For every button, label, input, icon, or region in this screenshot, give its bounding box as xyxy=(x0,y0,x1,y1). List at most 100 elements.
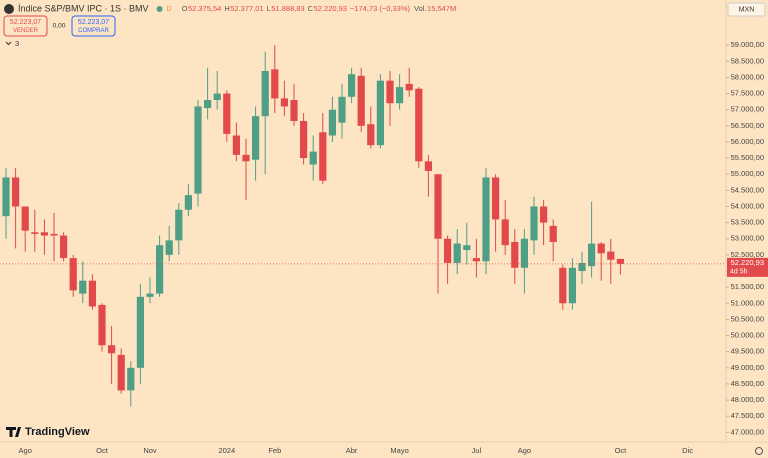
candle-body xyxy=(309,151,317,165)
currency-box[interactable] xyxy=(727,2,766,17)
candle-body xyxy=(472,258,480,262)
x-tick-label: Ago xyxy=(19,446,32,455)
candle-body xyxy=(204,100,212,109)
candle-body xyxy=(424,161,432,171)
symbol-icon xyxy=(4,4,14,14)
candle-body xyxy=(213,93,221,101)
candle-body xyxy=(338,96,346,123)
y-tick-label: 49.500,00 xyxy=(731,347,764,356)
volume-label: Vol. xyxy=(414,4,427,13)
candle-body xyxy=(434,174,442,239)
ohlc-value: 52.377,01 xyxy=(230,4,263,13)
ohlc-label: L xyxy=(267,4,271,13)
candle-body xyxy=(482,177,490,262)
candle-body xyxy=(50,233,58,236)
ohlc-label: O xyxy=(182,4,188,13)
candle-body xyxy=(357,75,365,126)
candle-body xyxy=(175,209,183,241)
last-price-label: 52.220,93 xyxy=(731,258,764,267)
y-tick-label: 52.500,00 xyxy=(731,250,764,259)
countdown: 4d 5h xyxy=(730,269,748,276)
candle-body xyxy=(98,304,106,346)
y-tick-label: 57.000,00 xyxy=(731,105,764,114)
y-tick-label: 57.500,00 xyxy=(731,89,764,98)
x-tick-label: Feb xyxy=(268,446,281,455)
candle-body xyxy=(88,280,96,307)
last-price-box xyxy=(727,257,768,277)
candle-body xyxy=(386,80,394,104)
spread: 0,00 xyxy=(53,23,66,30)
y-tick-label: 51.000,00 xyxy=(731,298,764,307)
y-tick-label: 47.000,00 xyxy=(731,427,764,436)
sell-button[interactable] xyxy=(3,15,48,37)
ohlc-value: 51.888,83 xyxy=(271,4,304,13)
settings-icon[interactable] xyxy=(755,447,763,455)
candle-body xyxy=(127,367,135,391)
candle-body xyxy=(568,267,576,304)
x-tick-label: Mayo xyxy=(390,446,408,455)
candle-body xyxy=(549,225,557,242)
candle-body xyxy=(501,219,509,246)
volume: 15,547M xyxy=(427,4,456,13)
candle-body xyxy=(271,69,279,99)
candle-body xyxy=(232,135,240,155)
candle-body xyxy=(520,238,528,268)
x-tick-label: Oct xyxy=(96,446,109,455)
y-tick-label: 47.500,00 xyxy=(731,411,764,420)
brand-logo xyxy=(6,427,21,437)
ohlc-label: C xyxy=(308,4,314,13)
market-status: D xyxy=(167,6,172,13)
y-tick-label: 51.500,00 xyxy=(731,282,764,291)
candle-body xyxy=(444,238,452,263)
candle-body xyxy=(194,106,202,194)
candle-body xyxy=(108,345,116,354)
x-tick-label: Dic xyxy=(682,446,693,455)
y-tick-label: 56.000,00 xyxy=(731,137,764,146)
y-tick-label: 53.500,00 xyxy=(731,218,764,227)
candle-body xyxy=(367,124,375,146)
y-tick-label: 54.500,00 xyxy=(731,185,764,194)
candle-body xyxy=(492,177,500,220)
candle-body xyxy=(136,296,144,368)
y-tick-label: 49.000,00 xyxy=(731,363,764,372)
candle-body xyxy=(12,177,20,207)
y-tick-label: 56.500,00 xyxy=(731,121,764,130)
ohlc-value: 52.375,54 xyxy=(188,4,221,13)
candle-body xyxy=(396,87,404,104)
x-tick-label: Abr xyxy=(346,446,358,455)
y-tick-label: 55.500,00 xyxy=(731,153,764,162)
collapse-icon[interactable] xyxy=(5,41,12,46)
candle-body xyxy=(511,241,519,268)
y-tick-label: 59.000,00 xyxy=(731,40,764,49)
symbol-title: Índice S&P/BMV IPC · 1S · BMV xyxy=(18,3,149,13)
buy-button[interactable] xyxy=(71,15,116,37)
candle-body xyxy=(184,195,192,210)
status-dot xyxy=(156,6,163,12)
candle-body xyxy=(69,258,77,291)
candle-body xyxy=(60,235,68,259)
candle-body xyxy=(31,232,39,234)
candle-body xyxy=(21,206,29,231)
candle-body xyxy=(559,267,567,304)
y-tick-label: 55.000,00 xyxy=(731,169,764,178)
sell-price: 52.223,07 xyxy=(10,19,41,26)
candle-body xyxy=(319,132,327,181)
candle-body xyxy=(453,243,461,263)
candle-body xyxy=(117,354,125,391)
candle-body xyxy=(79,280,87,294)
x-tick-label: Jul xyxy=(472,446,482,455)
y-tick-label: 58.500,00 xyxy=(731,56,764,65)
ohlc-value: 52.220,93 xyxy=(314,4,347,13)
candle-body xyxy=(540,206,548,223)
x-tick-label: Nov xyxy=(143,446,157,455)
candle-body xyxy=(616,258,624,264)
candle-body xyxy=(252,116,260,160)
indicators-count: 3 xyxy=(15,39,19,48)
candle-body xyxy=(261,70,269,117)
ohlc-label: H xyxy=(224,4,229,13)
candle-body xyxy=(300,120,308,159)
candle-body xyxy=(223,93,231,134)
candle-body xyxy=(2,177,10,217)
